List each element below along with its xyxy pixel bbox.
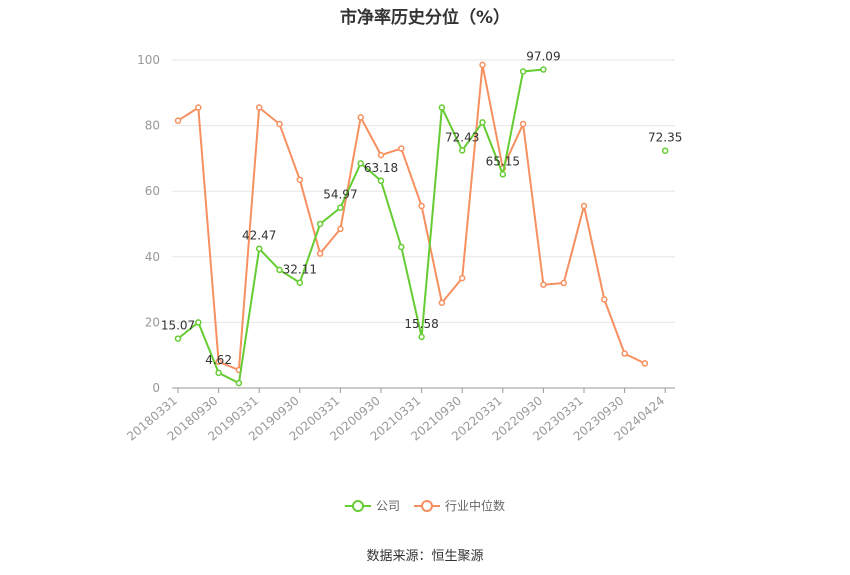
y-tick-label: 100 <box>137 53 160 67</box>
data-label-company: 97.09 <box>526 50 560 64</box>
data-point-industry <box>174 117 182 124</box>
data-point-company <box>195 319 202 326</box>
legend-swatch-industry <box>414 499 440 513</box>
data-point-industry <box>519 120 527 128</box>
data-point-company <box>458 147 466 154</box>
y-tick-label: 20 <box>145 315 160 329</box>
data-labels: 15.07 4.62 42.47 32.11 54.97 63.18 15.58 72.43 6… <box>161 50 683 367</box>
data-point-industry <box>357 114 364 121</box>
data-point-industry <box>215 358 222 366</box>
data-point-industry <box>458 274 466 282</box>
data-point-company <box>255 245 263 252</box>
data-point-company <box>661 147 669 154</box>
series-lines <box>174 61 669 387</box>
data-point-industry <box>418 202 425 210</box>
data-label-company: 42.47 <box>242 229 276 243</box>
data-label-company: 72.43 <box>445 130 479 144</box>
legend-swatch-company <box>344 499 371 513</box>
data-label-company: 15.07 <box>161 319 195 333</box>
data-point-company <box>235 379 243 387</box>
series-line-industry <box>177 63 646 371</box>
data-label-company: 65.15 <box>486 154 520 168</box>
legend-marker-company <box>351 499 364 512</box>
data-point-industry <box>560 279 567 287</box>
grid-lines <box>172 59 675 323</box>
data-point-company <box>418 333 425 341</box>
data-point-industry <box>580 202 588 210</box>
data-label-company: 72.35 <box>648 131 682 145</box>
data-point-industry <box>377 151 385 159</box>
legend-marker-industry <box>421 499 433 512</box>
data-point-industry <box>540 281 547 288</box>
data-point-company <box>316 220 324 228</box>
data-point-industry <box>195 104 202 111</box>
data-label-company: 4.62 <box>205 353 232 367</box>
data-label-company: 63.18 <box>364 161 398 175</box>
y-tick-label: 80 <box>145 119 160 133</box>
data-point-company <box>499 171 507 178</box>
legend-item-company[interactable]: 公司 <box>344 497 400 514</box>
data-point-company <box>398 243 405 251</box>
legend-label-company: 公司 <box>375 499 400 513</box>
data-point-industry <box>601 296 608 303</box>
data-point-industry <box>255 104 263 111</box>
data-point-industry <box>641 360 649 367</box>
data-point-company <box>377 177 385 185</box>
chart-title: 市净率历史分位（%） <box>339 8 511 28</box>
data-point-industry <box>438 299 446 306</box>
data-point-company <box>276 266 283 274</box>
data-label-company: 54.97 <box>323 188 357 202</box>
data-point-industry <box>621 350 628 357</box>
y-tick-label: 60 <box>145 184 160 198</box>
data-point-company <box>215 369 222 377</box>
data-label-company: 15.58 <box>404 317 438 331</box>
data-point-company <box>357 160 364 167</box>
legend-item-industry[interactable]: 行业中位数 <box>414 497 505 514</box>
data-point-company <box>296 279 304 286</box>
legend: 公司 行业中位数 <box>0 497 850 514</box>
y-tick-label: 40 <box>145 250 160 264</box>
data-point-company <box>337 204 344 211</box>
data-point-industry <box>316 250 324 257</box>
data-label-company: 32.11 <box>283 263 317 277</box>
data-point-industry <box>479 61 486 69</box>
data-point-industry <box>398 145 405 152</box>
data-source-note: 数据来源：恒生聚源 <box>366 549 484 564</box>
data-point-industry <box>276 120 283 128</box>
data-point-company <box>174 335 182 342</box>
data-point-industry <box>296 176 304 183</box>
legend-label-industry: 行业中位数 <box>445 499 506 513</box>
data-point-company <box>438 104 446 111</box>
data-point-company <box>519 68 527 75</box>
data-point-company <box>479 119 486 126</box>
data-point-industry <box>337 225 344 233</box>
data-point-company <box>540 66 547 73</box>
y-tick-label: 0 <box>152 381 160 395</box>
